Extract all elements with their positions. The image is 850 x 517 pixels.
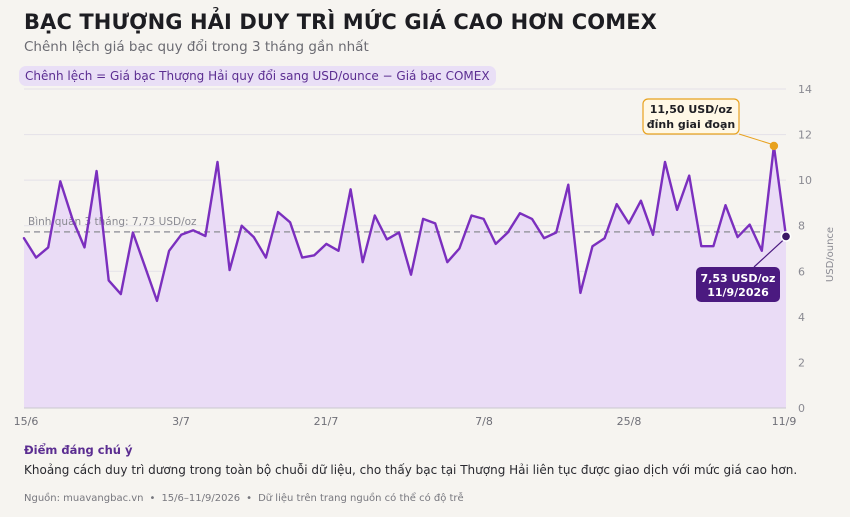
y-tick-label: 8 (798, 220, 805, 233)
footer: Nguồn: muavangbac.vn • 15/6–11/9/2026 • Dữ l… (24, 493, 464, 504)
peak-value-text: 11,50 USD/oz (650, 103, 733, 116)
x-tick-label: 3/7 (172, 415, 190, 428)
spread-area-fill (24, 146, 786, 408)
y-axis-ticks: 0 2 4 6 8 10 12 14 (798, 83, 812, 415)
peak-callout-box (642, 98, 740, 135)
x-tick-label: 25/8 (617, 415, 642, 428)
notes-text: Khoảng cách duy trì dương trong toàn bộ … (24, 463, 798, 477)
y-tick-label: 14 (798, 83, 812, 96)
spread-area-chart: 0 2 4 6 8 10 12 14 USD/ounce Bình quân 3 tháng:… (14, 83, 836, 428)
last-marker (780, 231, 792, 242)
last-callout-box (696, 267, 780, 302)
y-tick-label: 2 (798, 356, 805, 369)
x-tick-label: 7/8 (475, 415, 493, 428)
y-axis-label: USD/ounce (825, 227, 836, 282)
x-tick-label: 15/6 (14, 415, 39, 428)
page-title: BẠC THƯỢNG HẢI DUY TRÌ MỨC GIÁ CAO HƠN C… (24, 10, 657, 34)
y-tick-label: 4 (798, 311, 805, 324)
x-tick-label: 11/9 (772, 415, 797, 428)
last-label-text: 11/9/2026 (707, 286, 769, 299)
y-tick-label: 12 (798, 129, 812, 142)
y-tick-label: 6 (798, 265, 805, 278)
peak-label-text: đỉnh giai đoạn (647, 118, 736, 131)
spread-line (22, 144, 788, 303)
peak-leader-line (738, 133, 772, 145)
last-leader-line (753, 238, 785, 268)
y-tick-label: 0 (798, 402, 805, 415)
footer-separator: • (246, 493, 253, 504)
notes-title: Điểm đáng chú ý (24, 443, 133, 457)
x-tick-label: 21/7 (314, 415, 339, 428)
peak-marker (769, 141, 779, 151)
page-subtitle: Chênh lệch giá bạc quy đổi trong 3 tháng… (24, 39, 369, 55)
footer-disclaimer: Dữ liệu trên trang nguồn có thể có độ tr… (258, 493, 464, 504)
formula-badge: Chênh lệch = Giá bạc Thượng Hải quy đổi … (19, 66, 496, 86)
average-label: Bình quân 3 tháng: 7,73 USD/oz (28, 216, 197, 228)
y-tick-label: 10 (798, 174, 812, 187)
footer-source: Nguồn: muavangbac.vn (24, 493, 144, 504)
footer-range: 15/6–11/9/2026 (161, 493, 241, 504)
last-value-text: 7,53 USD/oz (701, 272, 776, 285)
footer-separator: • (149, 493, 156, 504)
x-axis-ticks: 15/6 3/7 21/7 7/8 25/8 11/9 (14, 415, 797, 428)
